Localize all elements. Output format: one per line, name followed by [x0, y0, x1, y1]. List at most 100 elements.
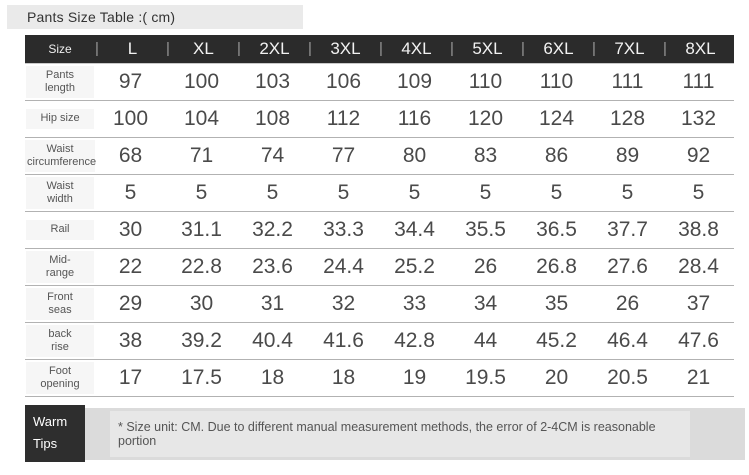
- column-header-8xl: | 8XL: [663, 35, 734, 63]
- column-header-size: Size: [48, 42, 72, 56]
- table-cell: 17.5: [181, 366, 222, 389]
- table-row: Waist width 5 5 5 5 5 5 5 5 5: [25, 175, 734, 212]
- table-cell: 110: [468, 70, 503, 93]
- table-cell: 111: [682, 70, 715, 93]
- table-cell: 97: [118, 70, 143, 93]
- table-cell: 5: [124, 181, 137, 204]
- column-header-xl: | XL: [166, 35, 237, 63]
- table-row: Waist circumference 68 71 74 77 80 83 86 89 92: [25, 138, 734, 175]
- warm-tips-box: Warm Tips: [25, 405, 85, 462]
- column-separator: |: [237, 39, 241, 57]
- table-body: Pants length 97 100 103 106 109 110 110 111 111 Hi…: [25, 63, 734, 397]
- row-label: Foot opening: [25, 360, 95, 396]
- row-label: Front seas: [25, 286, 95, 322]
- row-label: Waist circumference: [25, 138, 96, 174]
- table-cell: 31: [260, 292, 285, 315]
- table-cell: 109: [396, 70, 433, 93]
- table-cell: 92: [686, 144, 711, 167]
- table-cell: 116: [397, 107, 432, 130]
- table-cell: 120: [467, 107, 504, 130]
- table-cell: 24.4: [323, 255, 364, 278]
- table-cell: 25.2: [394, 255, 435, 278]
- table-cell: 132: [680, 107, 717, 130]
- table-cell: 28.4: [678, 255, 719, 278]
- table-cell: 5: [479, 181, 492, 204]
- table-cell: 33.3: [323, 218, 364, 241]
- warm-tips-line1: Warm: [33, 414, 68, 429]
- table-cell: 30: [189, 292, 214, 315]
- table-cell: 20: [544, 366, 569, 389]
- row-label-text: Waist circumference: [25, 139, 96, 173]
- table-cell: 40.4: [252, 329, 293, 352]
- table-cell: 23.6: [252, 255, 293, 278]
- row-label: Mid- range: [25, 249, 95, 285]
- table-cell: 5: [408, 181, 421, 204]
- table-cell: 22: [118, 255, 143, 278]
- table-cell: 19.5: [465, 366, 506, 389]
- column-separator: |: [663, 39, 667, 57]
- table-cell: 111: [611, 70, 644, 93]
- column-header-label: 7XL: [614, 39, 645, 58]
- column-header-5xl: | 5XL: [450, 35, 521, 63]
- table-cell: 110: [539, 70, 574, 93]
- column-header-label: 5XL: [472, 39, 503, 58]
- table-cell: 20.5: [607, 366, 648, 389]
- table-cell: 30: [118, 218, 143, 241]
- table-cell: 71: [189, 144, 214, 167]
- table-cell: 27.6: [607, 255, 648, 278]
- column-header-label: 3XL: [330, 39, 361, 58]
- table-cell: 86: [544, 144, 569, 167]
- table-cell: 38: [118, 329, 143, 352]
- table-cell: 106: [325, 70, 362, 93]
- table-cell: 5: [266, 181, 279, 204]
- table-cell: 18: [260, 366, 285, 389]
- table-cell: 45.2: [536, 329, 577, 352]
- table-cell: 31.1: [181, 218, 222, 241]
- table-cell: 104: [183, 107, 220, 130]
- table-cell: 41.6: [323, 329, 364, 352]
- warm-tips-line2: Tips: [33, 436, 58, 451]
- row-label-text: Front seas: [26, 287, 94, 321]
- table-cell: 34: [473, 292, 498, 315]
- table-cell: 19: [402, 366, 427, 389]
- table-cell: 74: [260, 144, 285, 167]
- table-row: Hip size 100 104 108 112 116 120 124 128 132: [25, 101, 734, 138]
- column-header-2xl: | 2XL: [237, 35, 308, 63]
- table-header-row: Size | L | XL | 2XL | 3XL | 4XL | 5XL | 6XL | 7XL | 8XL: [25, 35, 734, 63]
- table-cell: 68: [118, 144, 143, 167]
- table-row: Mid- range 22 22.8 23.6 24.4 25.2 26 26.8 27.6 28…: [25, 249, 734, 286]
- column-header-l: | L: [95, 35, 166, 63]
- table-cell: 83: [473, 144, 498, 167]
- row-label-text: Rail: [26, 220, 94, 240]
- table-cell: 39.2: [181, 329, 222, 352]
- row-label: Hip size: [25, 101, 95, 137]
- table-cell: 89: [615, 144, 640, 167]
- column-header-6xl: | 6XL: [521, 35, 592, 63]
- table-cell: 5: [692, 181, 705, 204]
- table-cell: 37: [686, 292, 711, 315]
- table-cell: 47.6: [678, 329, 719, 352]
- row-label-text: Pants length: [26, 65, 94, 99]
- column-header-4xl: | 4XL: [379, 35, 450, 63]
- column-header-label: 4XL: [401, 39, 432, 58]
- column-header-label: XL: [193, 39, 214, 58]
- column-header-7xl: | 7XL: [592, 35, 663, 63]
- footnote-bar: * Size unit: CM. Due to different manual…: [85, 408, 745, 460]
- row-label-text: Waist width: [26, 176, 94, 210]
- table-row: Rail 30 31.1 32.2 33.3 34.4 35.5 36.5 37.7 38.8: [25, 212, 734, 249]
- table-cell: 18: [331, 366, 356, 389]
- table-cell: 35: [544, 292, 569, 315]
- table-cell: 42.8: [394, 329, 435, 352]
- table-cell: 29: [118, 292, 143, 315]
- table-cell: 5: [550, 181, 563, 204]
- column-header-3xl: | 3XL: [308, 35, 379, 63]
- table-cell: 124: [538, 107, 575, 130]
- column-header-label: 6XL: [543, 39, 574, 58]
- table-cell: 21: [686, 366, 711, 389]
- table-cell: 35.5: [465, 218, 506, 241]
- table-cell: 108: [254, 107, 291, 130]
- column-separator: |: [95, 39, 99, 57]
- table-cell: 17: [118, 366, 143, 389]
- table-cell: 5: [337, 181, 350, 204]
- footnote-text: * Size unit: CM. Due to different manual…: [110, 411, 690, 457]
